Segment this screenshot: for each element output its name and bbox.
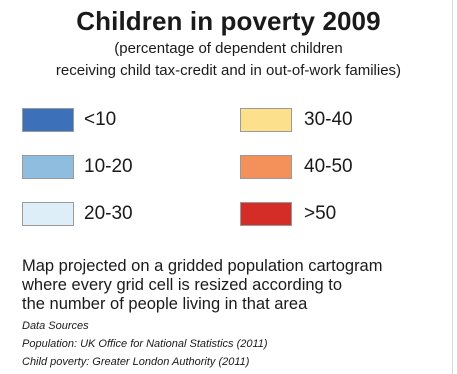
legend-label-under-10: <10 xyxy=(84,109,117,130)
source-child-poverty: Child poverty: Greater London Authority … xyxy=(22,356,250,368)
legend-title: Children in poverty 2009 xyxy=(76,6,381,36)
legend-swatch-over-50 xyxy=(240,202,292,226)
legend-subtitle-line1: (percentage of dependent children xyxy=(114,40,343,57)
legend-label-over-50: >50 xyxy=(304,203,337,224)
legend-swatch-30-40 xyxy=(240,108,292,132)
legend-label-10-20: 10-20 xyxy=(84,156,133,177)
legend-label-40-50: 40-50 xyxy=(304,156,353,177)
legend-subtitle-line2: receiving child tax-credit and in out-of… xyxy=(55,62,402,79)
cartogram-note-line3: the number of people living in that area xyxy=(22,295,308,313)
legend-swatch-40-50 xyxy=(240,155,292,179)
cartogram-note: Map projected on a gridded population ca… xyxy=(22,257,452,314)
cartogram-note-line2: where every grid cell is resized accordi… xyxy=(22,276,343,294)
legend-swatch-20-30 xyxy=(22,202,74,226)
data-sources-heading: Data Sources xyxy=(22,320,89,332)
legend-label-30-40: 30-40 xyxy=(304,109,353,130)
panel-right-border xyxy=(452,0,453,374)
legend-swatch-under-10 xyxy=(22,108,74,132)
legend-label-20-30: 20-30 xyxy=(84,203,133,224)
cartogram-note-line1: Map projected on a gridded population ca… xyxy=(22,257,383,275)
legend-swatch-10-20 xyxy=(22,155,74,179)
source-population: Population: UK Office for National Stati… xyxy=(22,338,268,350)
